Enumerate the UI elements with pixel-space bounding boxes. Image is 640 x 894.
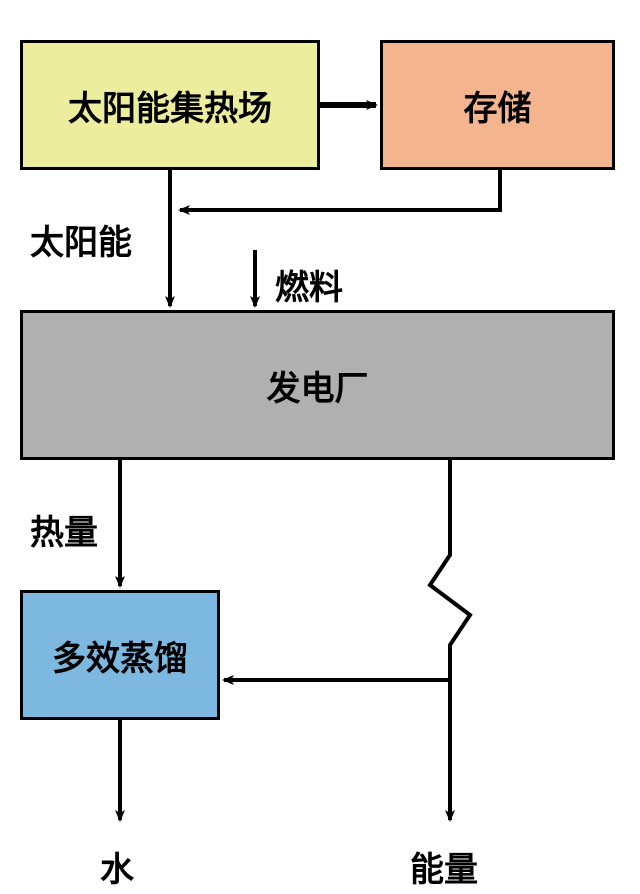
edge-storage-merge	[180, 170, 500, 210]
label-energy: 能量	[410, 842, 478, 891]
node-solar-collector: 太阳能集热场	[20, 40, 320, 170]
node-distill-label: 多效蒸馏	[52, 631, 188, 680]
label-water: 水	[100, 842, 134, 891]
node-solar-label: 太阳能集热场	[68, 81, 272, 130]
node-plant-label: 发电厂	[267, 361, 369, 410]
node-storage: 存储	[380, 40, 615, 170]
label-fuel: 燃料	[275, 260, 343, 309]
edge-plant-energy	[430, 460, 470, 820]
node-storage-label: 存储	[464, 81, 532, 130]
node-distillation: 多效蒸馏	[20, 590, 220, 720]
label-heat: 热量	[30, 505, 98, 554]
label-solar-energy: 太阳能	[30, 215, 132, 264]
node-power-plant: 发电厂	[20, 310, 615, 460]
